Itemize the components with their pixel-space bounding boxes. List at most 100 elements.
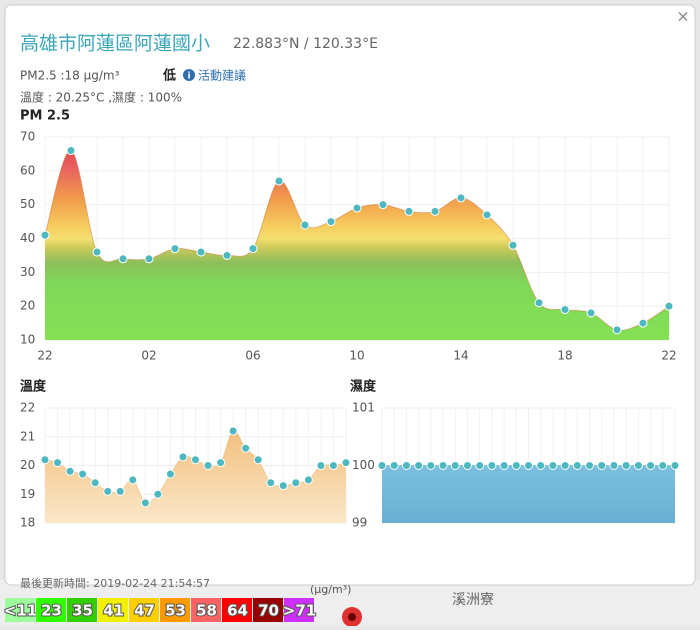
footer: 最後更新時間: 2019-02-24 21:54:57 xyxy=(20,576,210,590)
point xyxy=(597,461,607,470)
point xyxy=(638,318,648,328)
point xyxy=(508,240,518,250)
area xyxy=(45,430,346,523)
point xyxy=(534,298,544,308)
info-icon[interactable] xyxy=(183,69,195,81)
point xyxy=(499,461,509,470)
legend-label: 41 xyxy=(103,602,124,620)
chart-title: 溫度 xyxy=(20,379,47,395)
point xyxy=(65,466,75,476)
point xyxy=(511,461,521,470)
close-button[interactable]: × xyxy=(676,7,689,26)
point xyxy=(560,305,570,315)
point xyxy=(103,486,113,496)
point xyxy=(140,498,150,508)
advice-link[interactable]: 活動建議 xyxy=(198,69,246,83)
map-place: 溪洲寮 xyxy=(452,591,494,608)
point xyxy=(524,461,533,470)
point xyxy=(326,217,336,227)
point xyxy=(40,230,50,240)
legend-label: 47 xyxy=(134,602,155,620)
pm-reading: PM2.5 :18 μg/m³ xyxy=(20,69,120,83)
y-tick-label: 18 xyxy=(20,516,35,530)
legend-swatch xyxy=(284,598,314,622)
y-tick-label: 101 xyxy=(352,401,375,415)
map-marker-dot xyxy=(348,613,356,621)
point xyxy=(621,461,631,470)
point xyxy=(401,461,411,470)
point xyxy=(222,250,232,260)
point xyxy=(266,478,276,488)
legend-label: 53 xyxy=(165,602,186,620)
y-tick-label: 40 xyxy=(20,231,35,245)
point xyxy=(414,461,424,470)
point xyxy=(560,461,570,470)
y-tick-label: 100 xyxy=(352,458,375,472)
chart-title: PM 2.5 xyxy=(20,109,70,124)
point xyxy=(53,458,63,468)
point xyxy=(404,206,414,216)
point xyxy=(475,461,485,470)
point xyxy=(118,254,128,264)
point xyxy=(300,220,310,230)
point xyxy=(609,461,619,470)
y-tick-label: 20 xyxy=(20,458,35,472)
point xyxy=(128,475,138,485)
y-tick-label: 21 xyxy=(20,429,35,443)
point xyxy=(658,461,668,470)
legend-label: 23 xyxy=(41,602,62,620)
point xyxy=(203,461,213,470)
point xyxy=(144,254,154,264)
point xyxy=(90,478,100,488)
legend-label: <11 xyxy=(4,602,37,620)
point xyxy=(278,481,288,491)
legend-swatch xyxy=(129,598,159,622)
point xyxy=(450,461,460,470)
legend-swatch xyxy=(5,598,35,622)
point xyxy=(78,469,88,479)
point xyxy=(426,461,436,470)
info-i: i xyxy=(187,72,190,82)
y-tick-label: 60 xyxy=(20,163,35,177)
point xyxy=(536,461,546,470)
legend-swatch xyxy=(36,598,66,622)
point xyxy=(248,244,258,254)
station-title: 高雄市阿蓮區阿蓮國小 xyxy=(20,33,210,55)
y-tick-label: 19 xyxy=(20,487,35,501)
point xyxy=(92,247,102,257)
pm-level: 低 xyxy=(162,68,176,84)
legend-label: 70 xyxy=(258,602,279,620)
y-tick-label: 50 xyxy=(20,197,35,211)
point xyxy=(572,461,582,470)
legend-swatch xyxy=(98,598,128,622)
point xyxy=(274,176,284,186)
coords: 22.883°N / 120.33°E xyxy=(233,36,378,52)
point xyxy=(241,443,251,453)
x-tick-label: 10 xyxy=(349,349,364,363)
y-tick-label: 70 xyxy=(20,130,35,144)
point xyxy=(170,244,180,254)
point xyxy=(216,458,226,468)
y-tick-label: 30 xyxy=(20,265,35,279)
point xyxy=(153,489,163,499)
y-tick-label: 22 xyxy=(20,401,35,415)
point xyxy=(66,146,76,156)
x-tick-label: 22 xyxy=(37,349,52,363)
point xyxy=(482,210,492,220)
point xyxy=(548,461,558,470)
point xyxy=(389,461,399,470)
point xyxy=(328,461,338,470)
legend-swatch xyxy=(253,598,283,622)
point xyxy=(456,193,466,203)
legend-swatch xyxy=(160,598,190,622)
point xyxy=(352,203,362,213)
point xyxy=(585,461,595,470)
point xyxy=(191,455,200,465)
y-tick-label: 10 xyxy=(20,333,35,347)
point xyxy=(438,461,448,470)
weather: 溫度 : 20.25°C ,濕度 : 100% xyxy=(20,90,182,105)
legend-swatch xyxy=(67,598,97,622)
legend-label: 58 xyxy=(196,602,217,620)
